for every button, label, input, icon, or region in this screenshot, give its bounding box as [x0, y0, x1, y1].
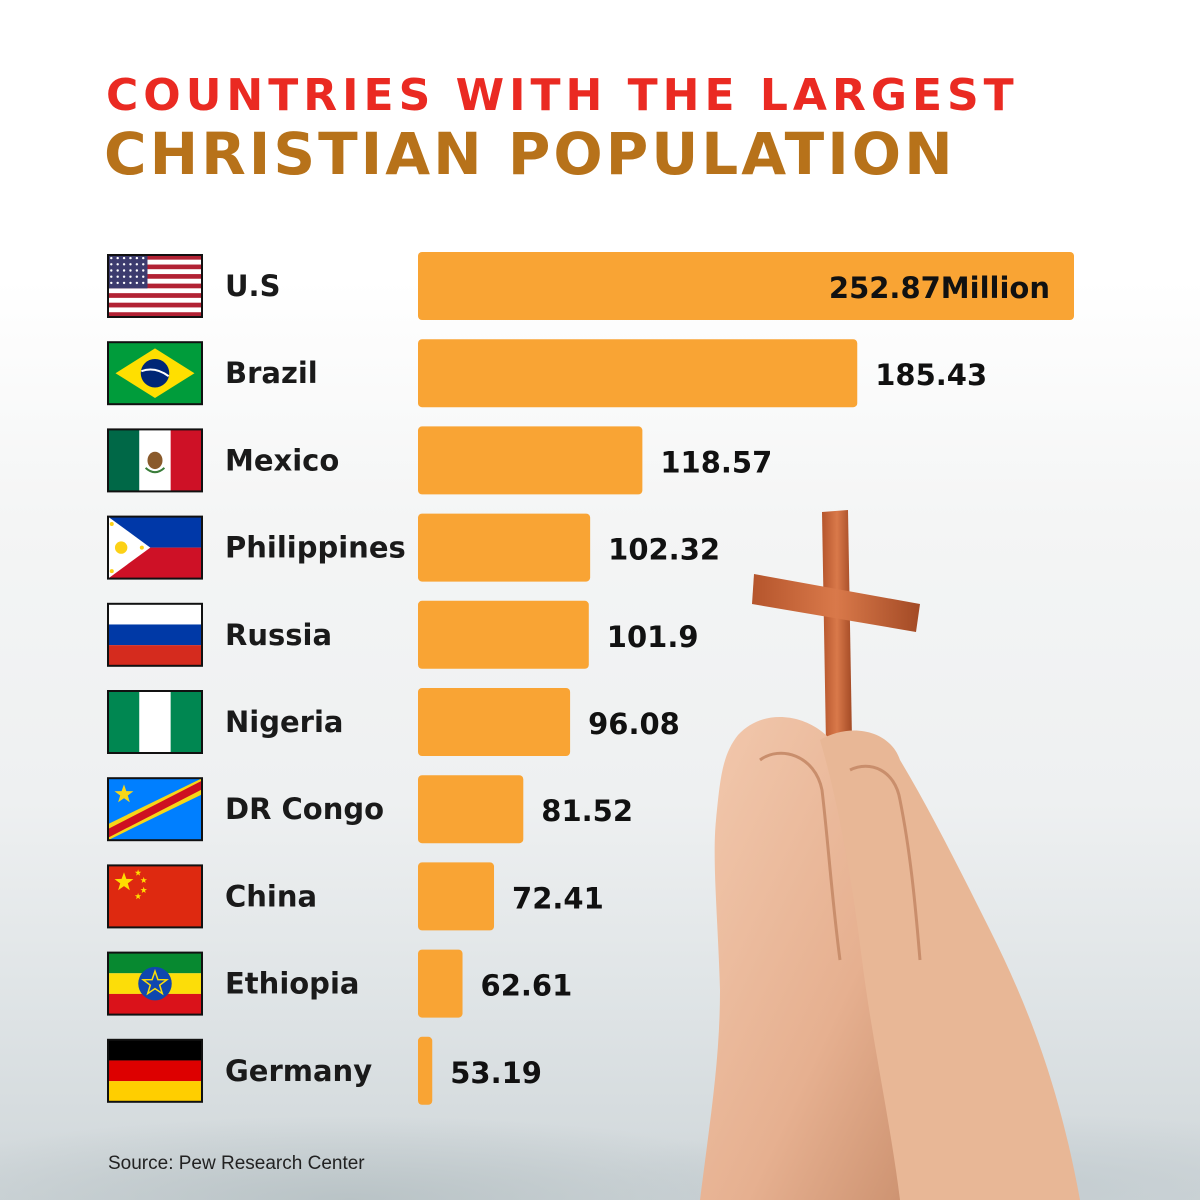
- title-line-2: CHRISTIAN POPULATION: [104, 120, 956, 188]
- value-label: 96.08: [588, 707, 680, 741]
- flag-ethiopia-flag-icon: [107, 951, 203, 1016]
- flag-mexico-flag-icon: [107, 428, 203, 493]
- country-label: Nigeria: [225, 705, 343, 739]
- bar: [418, 252, 1074, 320]
- praying-hands-cross-icon: [700, 510, 1080, 1200]
- bar: [418, 862, 495, 931]
- country-label: China: [225, 879, 317, 913]
- bar: [418, 688, 571, 756]
- value-label: 252.87Million: [829, 271, 1050, 305]
- flag-philippines-flag-icon: [107, 515, 203, 580]
- value-label: 62.61: [481, 969, 573, 1003]
- flag-usa-flag-icon: [107, 254, 203, 318]
- flag-nigeria-flag-icon: [107, 690, 203, 754]
- flag-china-flag-icon: [107, 864, 203, 929]
- source-note: Source: Pew Research Center: [108, 1153, 365, 1174]
- bar: [418, 600, 589, 669]
- title-line-1: COUNTRIES WITH THE LARGEST: [106, 70, 1019, 121]
- value-label: 102.32: [608, 533, 720, 567]
- flag-russia-flag-icon: [107, 602, 203, 667]
- country-label: Mexico: [225, 443, 339, 477]
- country-label: DR Congo: [225, 792, 384, 826]
- flag-brazil-flag-icon: [107, 341, 203, 406]
- bar: [418, 426, 643, 495]
- country-label: Philippines: [225, 531, 406, 565]
- bar: [418, 949, 463, 1018]
- value-label: 72.41: [512, 881, 604, 915]
- value-label: 101.9: [607, 620, 699, 654]
- country-label: Germany: [225, 1054, 372, 1088]
- country-label: Brazil: [225, 356, 318, 390]
- bar: [418, 513, 591, 582]
- value-label: 53.19: [450, 1056, 542, 1090]
- flag-germany-flag-icon: [107, 1038, 203, 1103]
- flag-dr-congo-flag-icon: [107, 777, 203, 842]
- bar: [418, 339, 858, 408]
- country-label: Russia: [225, 618, 332, 652]
- value-label: 185.43: [875, 358, 987, 392]
- bar: [418, 775, 524, 844]
- bar: [418, 1036, 433, 1105]
- country-label: U.S: [225, 269, 280, 303]
- value-label: 81.52: [541, 794, 633, 828]
- value-label: 118.57: [660, 445, 772, 479]
- country-label: Ethiopia: [225, 967, 359, 1001]
